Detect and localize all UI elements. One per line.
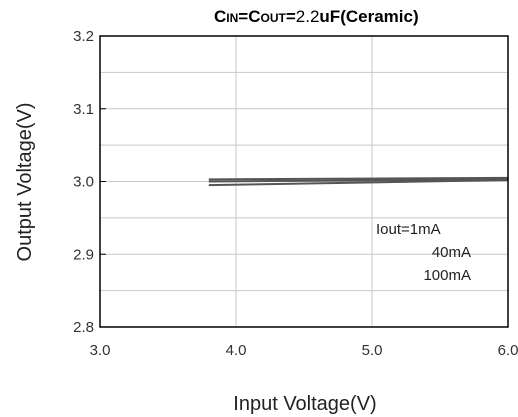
series-line-2 xyxy=(208,179,509,187)
x-tick-label: 4.0 xyxy=(226,342,247,359)
series-line-0 xyxy=(208,176,509,181)
series-line-1 xyxy=(208,178,509,183)
series-lines xyxy=(208,176,509,187)
y-tick-label: 3.1 xyxy=(73,101,94,118)
annotation-100ma: 100mA xyxy=(423,267,471,284)
cond-c1: C xyxy=(214,7,226,26)
x-tick-label: 6.0 xyxy=(498,342,518,359)
x-tick-label: 3.0 xyxy=(90,342,111,359)
y-tick-label: 2.9 xyxy=(73,246,94,263)
plot-frame xyxy=(99,35,509,328)
annotation-iout-1ma: Iout=1mA xyxy=(376,221,441,238)
annotation-40ma: 40mA xyxy=(432,244,471,261)
cond-c1-sub: IN xyxy=(226,11,238,25)
y-axis-title: Output Voltage(V) xyxy=(14,103,36,262)
x-tick-label: 5.0 xyxy=(362,342,383,359)
cond-value: 2.2 xyxy=(296,7,320,26)
cond-c2-sub: OUT xyxy=(261,11,287,25)
y-tick-labels: 2.8 2.9 3.0 3.1 3.2 xyxy=(73,28,94,336)
x-axis-title: Input Voltage(V) xyxy=(233,393,376,415)
condition-label: CIN=COUT=2.2uF(Ceramic) xyxy=(214,7,419,26)
y-tick-label: 2.8 xyxy=(73,319,94,336)
x-tick-labels: 3.0 4.0 5.0 6.0 xyxy=(90,342,518,359)
cond-eq1: = xyxy=(238,7,248,26)
cond-eq2: = xyxy=(286,7,296,26)
cond-c2: C xyxy=(248,7,260,26)
y-tick-label: 3.2 xyxy=(73,28,94,45)
cond-suffix: uF(Ceramic) xyxy=(319,7,418,26)
y-tick-label: 3.0 xyxy=(73,174,94,191)
